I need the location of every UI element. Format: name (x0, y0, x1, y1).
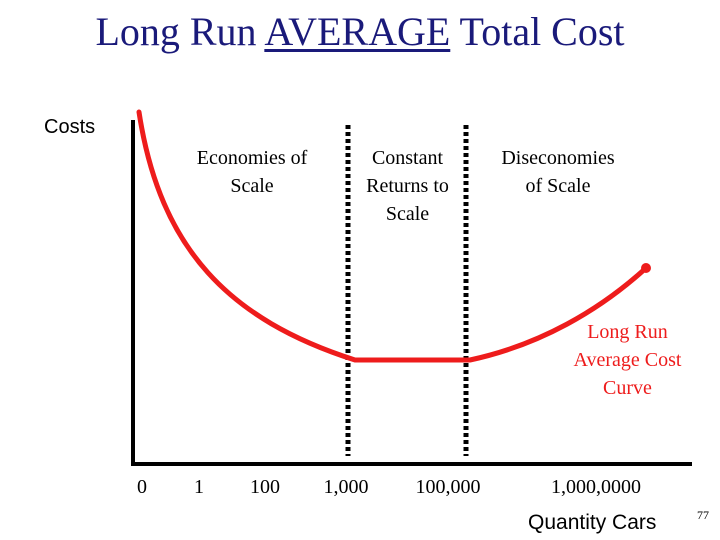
region-label-economies: Economies of Scale (196, 147, 308, 197)
y-axis-label: Costs (44, 116, 96, 138)
x-tick-label: 1 (194, 476, 204, 498)
x-tick-label: 100 (250, 476, 280, 498)
curve-end-dot (641, 263, 651, 273)
x-tick-label: 100,000 (415, 476, 481, 498)
region-label-diseconomies: Diseconomies of Scale (501, 147, 615, 197)
region-label-constant: Constant Returns to Scale (366, 147, 449, 225)
x-axis-label: Quantity Cars (528, 511, 657, 534)
title-emphasis: AVERAGE (264, 9, 451, 54)
series-label-lrac: Long Run Average Cost Curve (573, 321, 682, 399)
x-tick-label: 1,000,0000 (551, 476, 641, 498)
lrac-curve (136, 109, 649, 363)
page-number: 77 (697, 508, 709, 522)
slide-title: Long Run AVERAGE Total Cost (95, 9, 625, 54)
x-tick-label: 1,000 (323, 476, 369, 498)
x-tick-label: 0 (137, 476, 147, 498)
